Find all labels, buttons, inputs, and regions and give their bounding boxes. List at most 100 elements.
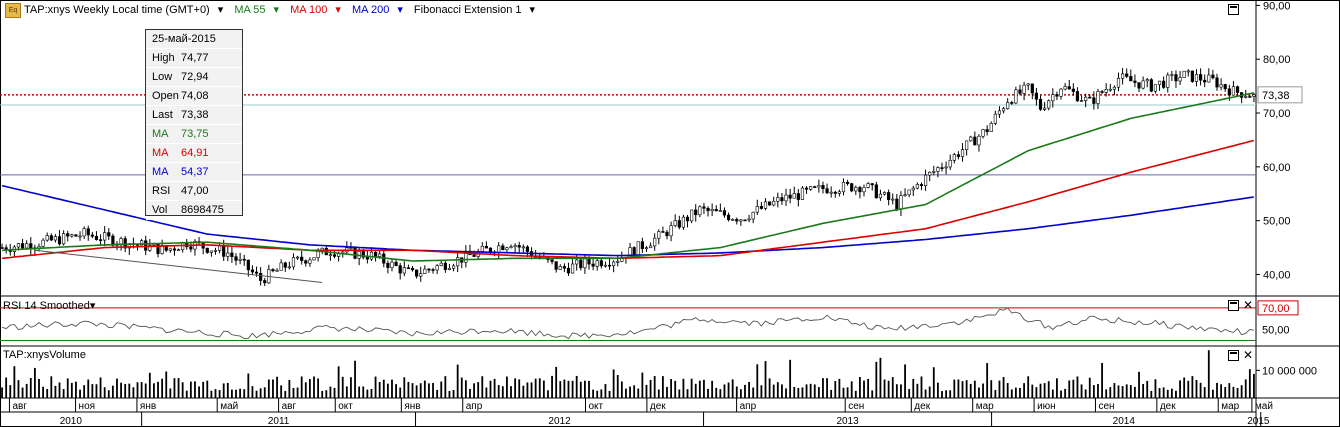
candle-body xyxy=(1038,98,1043,110)
price-tick-label: 40,00 xyxy=(1263,269,1291,281)
tooltip-value: 8698475 xyxy=(181,204,224,216)
volume-bar xyxy=(637,388,640,398)
volume-bar xyxy=(620,381,623,398)
volume-bar xyxy=(1253,373,1255,398)
candle-body xyxy=(1157,80,1162,85)
rsi-pane-title[interactable]: RSI 14 Smoothed▾ xyxy=(3,300,96,312)
ma55-label[interactable]: MA 55 ▾ xyxy=(234,4,280,16)
candle-body xyxy=(817,185,821,188)
volume-bar xyxy=(91,384,94,398)
volume-bar xyxy=(657,389,660,398)
symbol-dropdown-icon[interactable]: ▾ xyxy=(217,4,224,16)
candle-body xyxy=(230,252,234,257)
volume-bar xyxy=(941,391,943,398)
volume-bar xyxy=(924,389,927,398)
candle-body xyxy=(595,260,599,267)
candle-body xyxy=(1047,100,1051,109)
candle-body xyxy=(570,263,575,274)
volume-bar xyxy=(785,388,787,398)
volume-bar xyxy=(522,385,525,398)
candle-body xyxy=(665,231,669,237)
volume-bar xyxy=(854,390,857,398)
candle-body xyxy=(587,258,591,265)
candle-body xyxy=(599,260,603,267)
volume-bar xyxy=(986,363,989,398)
volume-bar xyxy=(859,376,861,398)
candle-body xyxy=(743,219,747,222)
year-label: 2014 xyxy=(1113,416,1136,427)
price-pane-minimize-icon[interactable] xyxy=(1228,4,1239,15)
volume-bar xyxy=(46,388,49,398)
ma100-label[interactable]: MA 100 ▾ xyxy=(290,4,341,16)
price-tick-label: 80,00 xyxy=(1263,54,1291,66)
candle-body xyxy=(739,219,743,222)
candle-body xyxy=(1125,73,1129,77)
last-price-label: 73,38 xyxy=(1262,90,1290,102)
volume-bar xyxy=(1,387,3,398)
tooltip-label: MA xyxy=(152,147,169,159)
volume-bar xyxy=(555,366,558,398)
candle-body xyxy=(1219,84,1223,88)
volume-bar xyxy=(756,364,759,398)
volume-bar xyxy=(698,380,701,398)
volume-bar xyxy=(33,367,36,398)
volume-bar xyxy=(50,376,53,398)
volume-bar xyxy=(116,378,118,398)
volume-bar xyxy=(1142,383,1145,398)
candle-body xyxy=(300,256,304,261)
candle-body xyxy=(222,245,226,257)
candle-body xyxy=(1248,96,1252,98)
volume-bar xyxy=(62,389,65,398)
volume-bar xyxy=(42,386,44,398)
candle-body xyxy=(1137,82,1141,89)
volume-bar xyxy=(1138,371,1140,398)
candle-body xyxy=(866,183,870,188)
volume-pane-close-icon[interactable]: ✕ xyxy=(1243,348,1254,362)
volume-bar xyxy=(497,385,500,398)
candle-body xyxy=(653,237,657,247)
candle-body xyxy=(792,193,796,199)
candle-body xyxy=(1153,84,1158,92)
ma200-label[interactable]: MA 200 ▾ xyxy=(352,4,403,16)
candle-body xyxy=(484,245,488,249)
volume-bar xyxy=(169,388,172,398)
volume-bar xyxy=(768,378,771,398)
candle-body xyxy=(1022,84,1026,94)
volume-bar xyxy=(571,380,574,398)
month-label: июн xyxy=(1037,401,1056,412)
volume-bar xyxy=(711,380,714,398)
tooltip-row: MA 64,91 xyxy=(146,144,242,163)
tooltip-label: Low xyxy=(152,71,173,83)
volume-bar xyxy=(411,383,414,398)
candle-body xyxy=(1116,77,1121,88)
volume-bar xyxy=(284,391,287,398)
volume-bar xyxy=(813,384,816,398)
volume-bar xyxy=(809,383,812,398)
volume-bar xyxy=(883,379,886,398)
rsi-pane-minimize-icon[interactable] xyxy=(1228,300,1239,311)
volume-bar xyxy=(66,378,69,398)
volume-bar xyxy=(961,381,964,398)
volume-bar xyxy=(514,378,517,398)
volume-bar xyxy=(526,382,529,398)
volume-bar xyxy=(1068,380,1071,398)
rsi-pane-close-icon[interactable]: ✕ xyxy=(1243,298,1254,312)
volume-bar xyxy=(653,376,656,398)
volume-bar xyxy=(5,377,8,398)
volume-bar xyxy=(978,387,980,398)
volume-pane-minimize-icon[interactable] xyxy=(1228,350,1239,361)
symbol-info[interactable]: TAP:xnys Weekly Local time (GMT+0) xyxy=(24,4,210,16)
candle-body xyxy=(833,191,837,194)
volume-bar xyxy=(744,384,746,398)
volume-bar xyxy=(267,379,270,398)
fib-label[interactable]: Fibonacci Extension 1 ▾ xyxy=(413,4,536,16)
candle-body xyxy=(681,216,686,228)
candle-body xyxy=(394,261,398,266)
candle-body xyxy=(501,245,505,251)
candle-body xyxy=(1182,70,1186,78)
volume-bar xyxy=(456,364,459,398)
candle-body xyxy=(295,256,300,259)
candle-body xyxy=(148,244,152,251)
candle-body xyxy=(751,211,755,220)
candle-body xyxy=(952,154,956,161)
